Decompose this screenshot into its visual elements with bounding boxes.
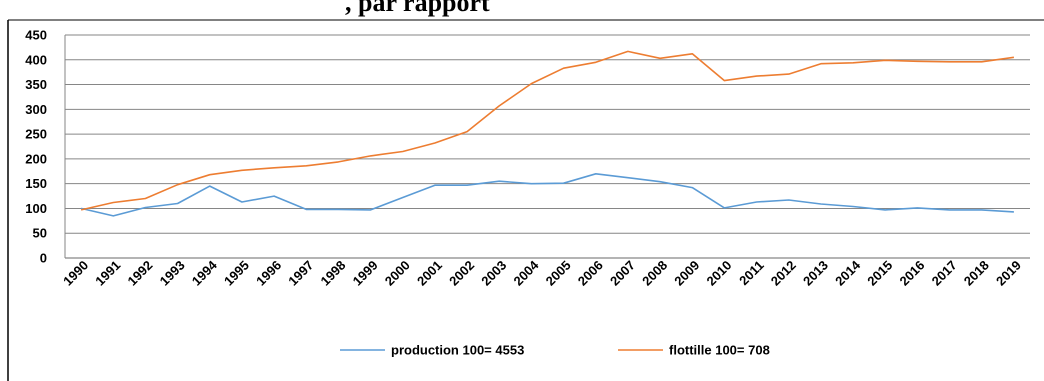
y-tick-label: 150 bbox=[25, 176, 47, 191]
x-tick-label: 2002 bbox=[446, 258, 477, 289]
x-tick-label: 2012 bbox=[768, 258, 799, 289]
x-tick-label: 1991 bbox=[92, 258, 123, 289]
y-tick-label: 450 bbox=[25, 28, 47, 43]
series-line-production bbox=[80, 173, 1014, 217]
x-tick-label: 1992 bbox=[124, 258, 155, 289]
y-tick-label: 0 bbox=[40, 251, 47, 266]
legend-label-flottille: flottille 100= 708 bbox=[669, 343, 770, 358]
x-tick-label: 2004 bbox=[510, 257, 542, 289]
y-axis: 0 50 100 150 200 250 300 350 400 450 bbox=[25, 28, 1030, 266]
x-tick-label: 2009 bbox=[671, 258, 702, 289]
x-tick-label: 2010 bbox=[703, 258, 734, 289]
y-tick-label: 300 bbox=[25, 102, 47, 117]
y-tick-label: 100 bbox=[25, 201, 47, 216]
x-tick-label: 2016 bbox=[896, 258, 927, 289]
gridlines bbox=[65, 34, 1030, 234]
x-tick-label: 2007 bbox=[607, 258, 638, 289]
x-tick-label: 2015 bbox=[864, 258, 895, 289]
x-tick-label: 1999 bbox=[350, 258, 381, 289]
x-tick-label: 2014 bbox=[832, 257, 864, 289]
legend: production 100= 4553 flottille 100= 708 bbox=[340, 343, 770, 358]
series-lines bbox=[80, 50, 1015, 217]
x-tick-label: 2019 bbox=[993, 258, 1024, 289]
x-tick-label: 2003 bbox=[478, 258, 509, 289]
x-tick-label: 2005 bbox=[543, 258, 574, 289]
y-tick-label: 50 bbox=[33, 226, 47, 241]
x-tick-label: 1997 bbox=[285, 258, 316, 289]
x-tick-label: 2017 bbox=[929, 258, 960, 289]
x-tick-label: 2013 bbox=[800, 258, 831, 289]
y-tick-label: 250 bbox=[25, 127, 47, 142]
y-tick-label: 400 bbox=[25, 52, 47, 67]
x-tick-label: 2018 bbox=[961, 258, 992, 289]
x-tick-label: 1990 bbox=[60, 258, 91, 289]
x-tick-label: 1996 bbox=[253, 258, 284, 289]
legend-label-production: production 100= 4553 bbox=[391, 343, 524, 358]
x-tick-label: 2008 bbox=[639, 258, 670, 289]
x-tick-label: 1994 bbox=[189, 257, 221, 289]
x-tick-label: 1993 bbox=[157, 258, 188, 289]
x-tick-label: 2011 bbox=[736, 258, 767, 289]
x-axis: 1990 1991 1992 1993 1994 1995 1996 1997 1998 1999… bbox=[60, 257, 1024, 289]
x-tick-label: 2001 bbox=[414, 258, 445, 289]
y-tick-label: 200 bbox=[25, 151, 47, 166]
x-tick-label: 1998 bbox=[317, 258, 348, 289]
x-tick-label: 2000 bbox=[382, 258, 413, 289]
series-line-flottille bbox=[80, 50, 1015, 211]
y-tick-label: 350 bbox=[25, 77, 47, 92]
x-tick-label: 2006 bbox=[575, 258, 606, 289]
chart-title-partial: , par rapport bbox=[345, 0, 490, 17]
x-tick-label: 1995 bbox=[221, 258, 252, 289]
